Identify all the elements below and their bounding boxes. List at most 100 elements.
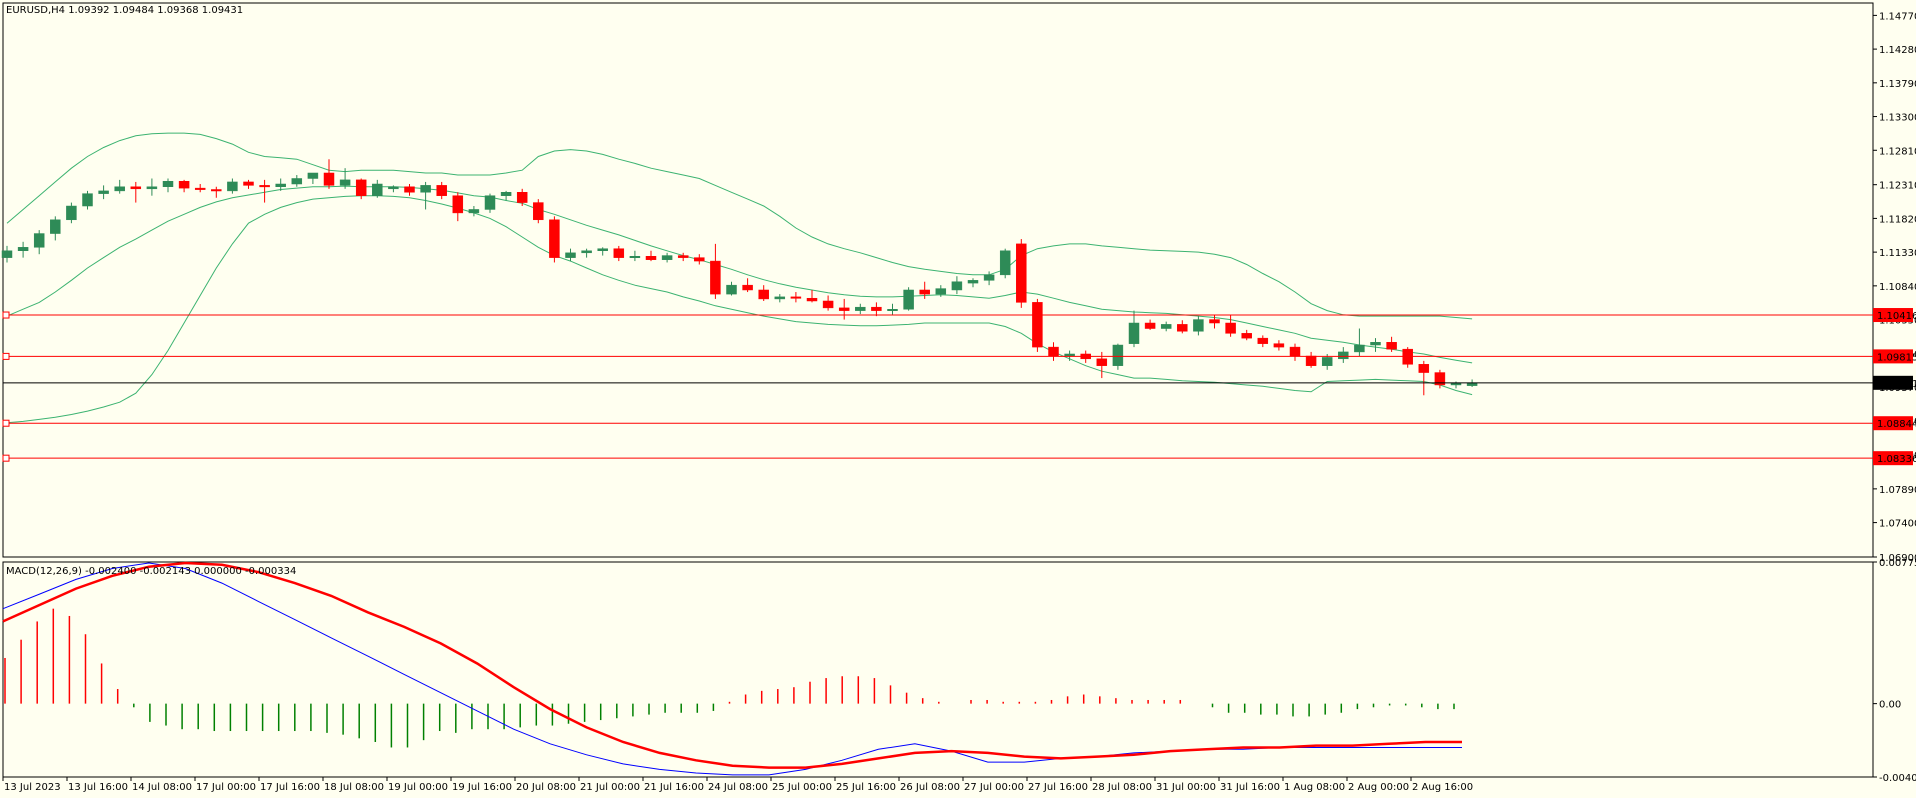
candle-body	[130, 186, 142, 190]
time-label: 18 Jul 08:00	[324, 782, 384, 793]
candle-body	[903, 289, 914, 310]
candle-body	[50, 219, 61, 234]
candle-body	[1225, 322, 1236, 334]
macd-pane	[2, 561, 1874, 778]
candle-body	[259, 185, 270, 188]
candle-body	[1418, 364, 1430, 373]
time-label: 2 Aug 00:00	[1348, 782, 1409, 793]
candle-body	[1434, 372, 1446, 386]
candle-body	[1338, 351, 1349, 360]
time-label: 19 Jul 00:00	[388, 782, 448, 793]
candle-body	[388, 186, 399, 190]
candle-body	[1273, 343, 1285, 348]
time-label: 1 Aug 08:00	[1284, 782, 1345, 793]
candle-body	[742, 284, 753, 291]
candle-body	[1048, 346, 1059, 357]
price-tick-label: 1.11820	[1879, 214, 1916, 225]
candle-body	[887, 308, 898, 311]
candle-body	[1064, 353, 1075, 357]
current-price-tag	[1873, 375, 1913, 390]
candle-body	[871, 306, 882, 311]
candle-body	[999, 250, 1011, 276]
candle-body	[855, 306, 866, 311]
price-tag-label: 1.10416	[1877, 311, 1916, 322]
candle-body	[677, 255, 689, 258]
candle-body	[516, 192, 528, 203]
time-label: 27 Jul 16:00	[1028, 782, 1088, 793]
candle-body	[436, 185, 447, 196]
candle-body	[1177, 324, 1188, 332]
candle-body	[372, 183, 383, 196]
candle-body	[194, 187, 206, 190]
price-tick-label: 1.11330	[1879, 248, 1916, 259]
candle-body	[484, 195, 496, 210]
candle-body	[967, 280, 979, 284]
macd-tick-label: 0.00	[1879, 700, 1901, 711]
macd-title: MACD(12,26,9) -0.002400 -0.002143 0.0000…	[6, 566, 296, 577]
candle-body	[983, 274, 995, 281]
candle-body	[307, 172, 319, 179]
bollinger-lower-line	[6, 195, 1473, 424]
main-chart-title: EURUSD,H4 1.09392 1.09484 1.09368 1.0943…	[6, 5, 243, 16]
candle-body	[355, 179, 367, 196]
current-price-label: 1.09431	[1877, 379, 1916, 390]
candle-body	[726, 284, 737, 295]
candle-body	[98, 190, 109, 194]
candle-body	[1032, 302, 1043, 348]
candle-body	[838, 307, 850, 311]
line-handle[interactable]	[2, 311, 10, 319]
price-tick-label: 1.13300	[1879, 113, 1916, 124]
candle-body	[1, 250, 13, 258]
candle-body	[758, 289, 769, 300]
price-tick-label: 1.06900	[1879, 553, 1916, 564]
price-tick-label: 1.12810	[1879, 146, 1916, 157]
time-label: 31 Jul 16:00	[1220, 782, 1280, 793]
candle-body	[243, 181, 254, 186]
price-tag	[1873, 349, 1913, 364]
candle-body	[645, 256, 657, 260]
line-handle[interactable]	[2, 352, 10, 360]
candle-body	[1016, 243, 1027, 303]
candle-body	[549, 219, 560, 258]
time-label: 14 Jul 08:00	[132, 782, 192, 793]
line-handle[interactable]	[2, 454, 10, 462]
candle-body	[1096, 358, 1108, 366]
time-label: 13 Jul 16:00	[68, 782, 128, 793]
price-tag-label: 1.08844	[1877, 419, 1916, 430]
candle-body	[82, 193, 93, 207]
candle-body	[1144, 322, 1156, 329]
candle-body	[1193, 319, 1204, 332]
candle-body	[339, 179, 351, 186]
candle-body	[211, 189, 222, 192]
price-tick-label: 1.12310	[1879, 181, 1916, 192]
time-label: 27 Jul 00:00	[964, 782, 1024, 793]
time-label: 26 Jul 08:00	[900, 782, 960, 793]
candle-body	[951, 281, 963, 291]
candle-body	[17, 247, 29, 252]
main-pane	[2, 2, 1874, 558]
time-label: 31 Jul 00:00	[1156, 782, 1216, 793]
candle-body	[935, 288, 947, 295]
candle-body	[114, 186, 125, 192]
candle-body	[629, 256, 641, 259]
line-handle[interactable]	[2, 419, 10, 427]
candle-body	[162, 180, 174, 187]
candle-body	[323, 172, 335, 186]
price-tag	[1873, 416, 1913, 431]
candle-body	[178, 180, 190, 189]
candle-body	[1209, 319, 1220, 324]
candle-body	[1241, 333, 1252, 339]
price-tick-label: 1.10840	[1879, 282, 1916, 293]
candle-body	[404, 186, 415, 193]
candle-body	[790, 296, 802, 299]
time-label: 17 Jul 16:00	[260, 782, 320, 793]
candle-body	[1386, 342, 1397, 350]
candle-body	[581, 250, 592, 254]
price-tag-label: 1.09815	[1877, 352, 1916, 363]
candle-body	[66, 205, 77, 221]
candle-body	[565, 252, 576, 258]
macd-line	[2, 562, 1462, 776]
candle-body	[1257, 337, 1269, 344]
